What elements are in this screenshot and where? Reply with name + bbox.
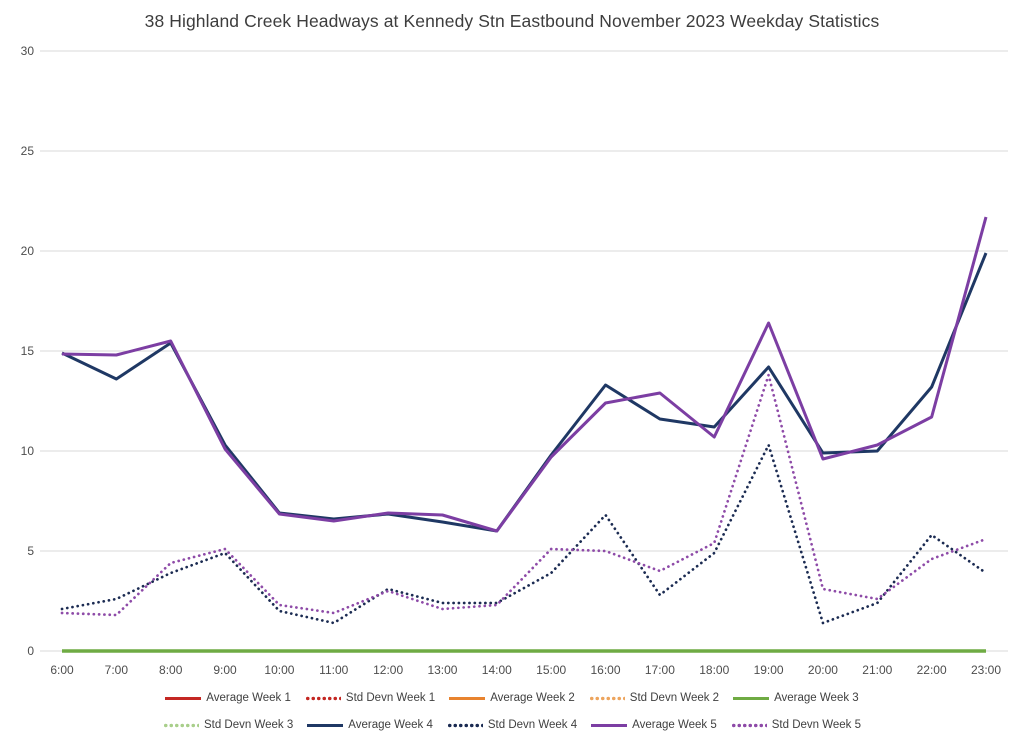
series-line-std-devn-week-4	[60, 443, 988, 625]
x-tick-label: 7:00	[104, 663, 129, 677]
legend-swatch-solid-icon	[165, 696, 202, 700]
legend-label: Std Devn Week 2	[629, 692, 720, 704]
y-tick-label: 15	[20, 344, 34, 358]
x-tick-label: 14:00	[481, 663, 512, 677]
legend-item-std-devn-week-5: Std Devn Week 5	[730, 719, 862, 731]
legend-item-average-week-1: Average Week 1	[165, 692, 291, 704]
x-tick-label: 20:00	[807, 663, 838, 677]
legend-label: Average Week 1	[206, 692, 291, 704]
legend-swatch-dotted-icon	[588, 695, 625, 701]
legend-item-std-devn-week-3: Std Devn Week 3	[162, 719, 294, 731]
legend-swatch-solid-icon	[449, 696, 486, 700]
y-tick-label: 5	[27, 544, 34, 558]
legend-swatch-solid-icon	[733, 696, 770, 700]
x-tick-label: 10:00	[264, 663, 295, 677]
y-tick-label: 25	[20, 144, 34, 158]
y-tick-label: 10	[20, 444, 34, 458]
x-tick-label: 22:00	[916, 663, 947, 677]
legend-item-average-week-4: Average Week 4	[307, 719, 433, 731]
legend-item-std-devn-week-2: Std Devn Week 2	[588, 692, 720, 704]
x-tick-label: 23:00	[970, 663, 1002, 677]
legend-swatch-dotted-icon	[446, 722, 483, 728]
legend-label: Std Devn Week 1	[345, 692, 436, 704]
x-tick-label: 15:00	[536, 663, 567, 677]
legend-item-average-week-3: Average Week 3	[733, 692, 859, 704]
x-tick-label: 19:00	[753, 663, 784, 677]
legend-row-2: Std Devn Week 3 Average Week 4 Std Devn We…	[0, 719, 1024, 731]
x-tick-label: 12:00	[373, 663, 404, 677]
series-line-average-week-4	[61, 252, 988, 533]
y-tick-label: 30	[20, 44, 34, 58]
x-tick-label: 16:00	[590, 663, 621, 677]
y-tick-label: 20	[20, 244, 34, 258]
legend-swatch-dotted-icon	[730, 722, 767, 728]
x-tick-label: 21:00	[862, 663, 893, 677]
y-tick-label: 0	[27, 644, 34, 658]
legend-item-average-week-2: Average Week 2	[449, 692, 575, 704]
legend-swatch-solid-icon	[591, 723, 628, 727]
series-line-average-week-5	[61, 216, 988, 533]
legend-label: Average Week 2	[490, 692, 575, 704]
legend-label: Std Devn Week 3	[203, 719, 294, 731]
x-tick-label: 17:00	[644, 663, 675, 677]
x-tick-label: 11:00	[319, 663, 349, 677]
legend-item-std-devn-week-1: Std Devn Week 1	[304, 692, 436, 704]
x-tick-label: 6:00	[50, 663, 74, 677]
x-tick-label: 9:00	[213, 663, 237, 677]
legend-label: Average Week 4	[348, 719, 433, 731]
x-tick-label: 8:00	[159, 663, 183, 677]
legend-label: Average Week 5	[632, 719, 717, 731]
x-tick-label: 13:00	[427, 663, 458, 677]
chart-title: 38 Highland Creek Headways at Kennedy St…	[144, 11, 880, 31]
legend-label: Average Week 3	[774, 692, 859, 704]
legend-label: Std Devn Week 5	[771, 719, 862, 731]
legend-label: Std Devn Week 4	[487, 719, 578, 731]
legend-swatch-dotted-icon	[304, 695, 341, 701]
legend-row-1: Average Week 1 Std Devn Week 1 Average Wee…	[0, 692, 1024, 704]
x-tick-label: 18:00	[699, 663, 730, 677]
legend-swatch-dotted-icon	[162, 722, 199, 728]
legend-swatch-solid-icon	[307, 723, 344, 727]
legend-item-std-devn-week-4: Std Devn Week 4	[446, 719, 578, 731]
legend-item-average-week-5: Average Week 5	[591, 719, 717, 731]
